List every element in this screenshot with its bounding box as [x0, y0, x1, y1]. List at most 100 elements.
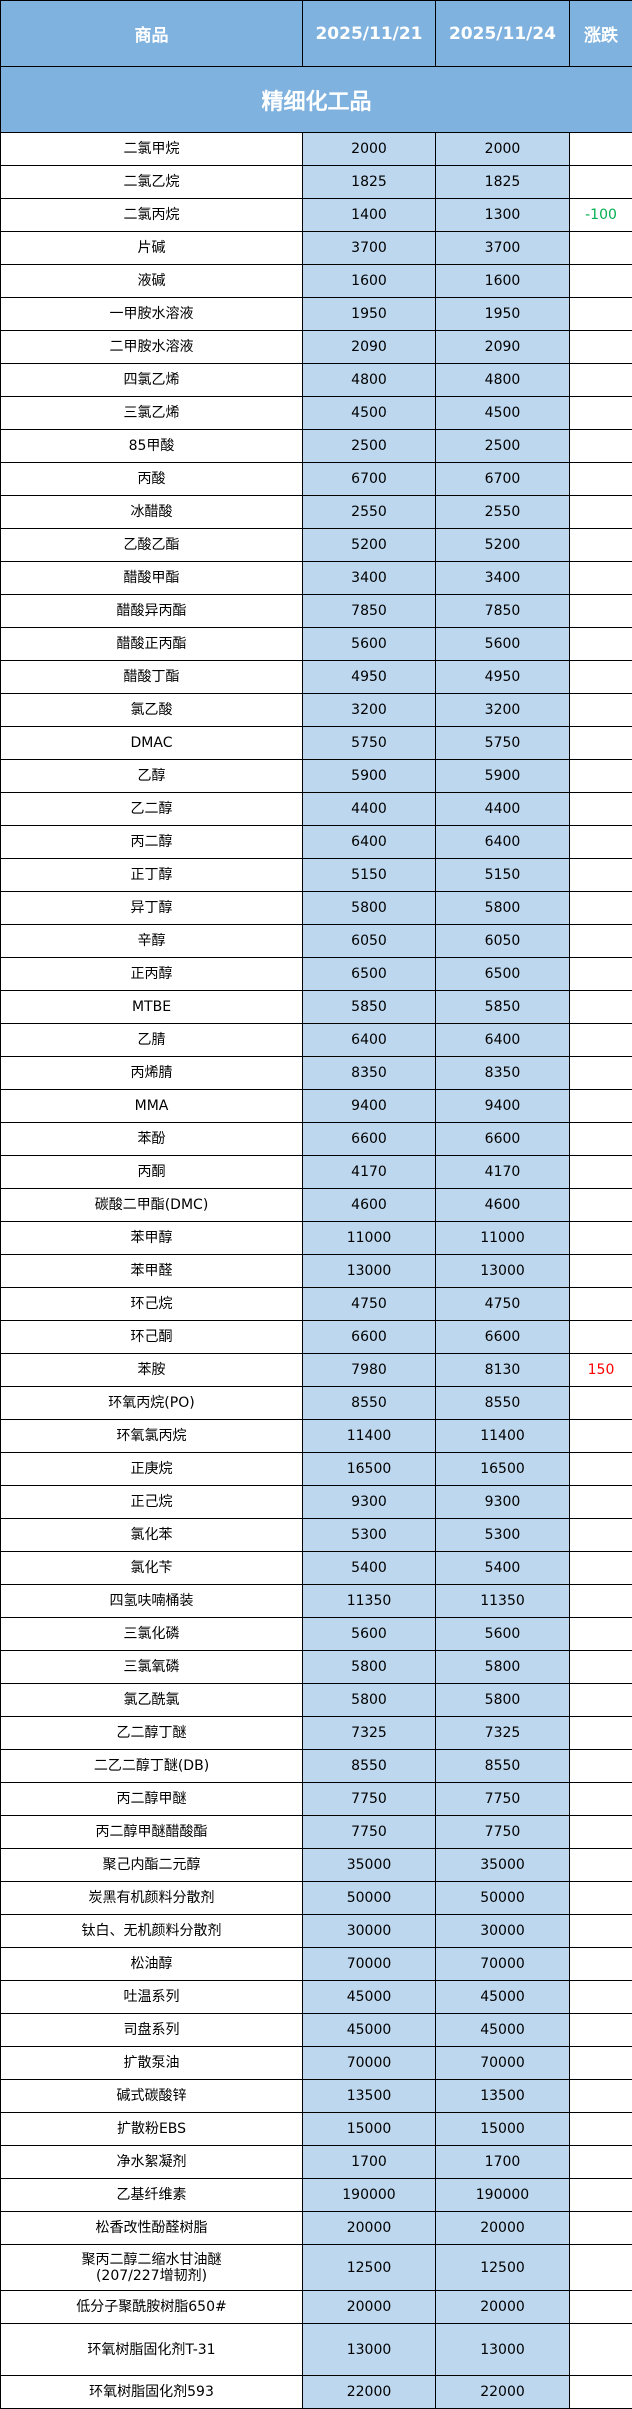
price-2025-11-21: 50000	[303, 1882, 436, 1915]
price-2025-11-21: 1950	[303, 298, 436, 331]
price-2025-11-21: 5900	[303, 760, 436, 793]
price-2025-11-21: 16500	[303, 1453, 436, 1486]
price-2025-11-21: 190000	[303, 2179, 436, 2212]
price-2025-11-24: 9300	[436, 1486, 570, 1519]
price-2025-11-24: 20000	[436, 2212, 570, 2245]
product-name: 吐温系列	[1, 1981, 303, 2014]
price-2025-11-21: 13500	[303, 2080, 436, 2113]
price-change	[570, 760, 632, 793]
product-name: 丙二醇	[1, 826, 303, 859]
product-name: 环氧树脂固化剂T-31	[1, 2324, 303, 2376]
price-2025-11-24: 22000	[436, 2376, 570, 2409]
price-change	[570, 1156, 632, 1189]
price-2025-11-24: 2000	[436, 133, 570, 166]
product-name: 松油醇	[1, 1948, 303, 1981]
product-name: MTBE	[1, 991, 303, 1024]
price-change	[570, 1684, 632, 1717]
product-name: 环己烷	[1, 1288, 303, 1321]
price-2025-11-24: 70000	[436, 2047, 570, 2080]
column-header-product: 商品	[1, 1, 303, 67]
price-2025-11-21: 5800	[303, 1651, 436, 1684]
price-change	[570, 661, 632, 694]
price-2025-11-24: 5900	[436, 760, 570, 793]
price-change	[570, 1651, 632, 1684]
price-change	[570, 1024, 632, 1057]
price-2025-11-21: 6050	[303, 925, 436, 958]
price-2025-11-21: 15000	[303, 2113, 436, 2146]
product-name: 氯化苯	[1, 1519, 303, 1552]
product-name: 司盘系列	[1, 2014, 303, 2047]
price-change	[570, 529, 632, 562]
product-name: 聚己内酯二元醇	[1, 1849, 303, 1882]
price-2025-11-24: 6600	[436, 1321, 570, 1354]
product-name: 丙二醇甲醚	[1, 1783, 303, 1816]
price-change	[570, 133, 632, 166]
product-name: 净水絮凝剂	[1, 2146, 303, 2179]
price-change	[570, 2324, 632, 2376]
price-change	[570, 1387, 632, 1420]
price-2025-11-21: 5600	[303, 628, 436, 661]
product-name: 辛醇	[1, 925, 303, 958]
price-2025-11-21: 3200	[303, 694, 436, 727]
product-name: 二氯乙烷	[1, 166, 303, 199]
price-change	[570, 1321, 632, 1354]
product-name: 正己烷	[1, 1486, 303, 1519]
price-2025-11-24: 45000	[436, 2014, 570, 2047]
product-name: 正丙醇	[1, 958, 303, 991]
price-2025-11-24: 7850	[436, 595, 570, 628]
product-name: 扩散泵油	[1, 2047, 303, 2080]
product-name: 环氧氯丙烷	[1, 1420, 303, 1453]
product-name: 醋酸异丙酯	[1, 595, 303, 628]
price-change	[570, 1585, 632, 1618]
price-2025-11-21: 8550	[303, 1387, 436, 1420]
price-change	[570, 166, 632, 199]
price-2025-11-24: 7750	[436, 1816, 570, 1849]
price-2025-11-24: 13000	[436, 2324, 570, 2376]
product-name: 苯酚	[1, 1123, 303, 1156]
price-2025-11-24: 4500	[436, 397, 570, 430]
price-change	[570, 826, 632, 859]
price-change	[570, 430, 632, 463]
product-name: 氯乙酰氯	[1, 1684, 303, 1717]
price-change	[570, 1453, 632, 1486]
price-change	[570, 727, 632, 760]
product-name: DMAC	[1, 727, 303, 760]
price-2025-11-24: 4170	[436, 1156, 570, 1189]
product-name: 聚丙二醇二缩水甘油醚 (207/227增韧剂)	[1, 2245, 303, 2291]
price-2025-11-21: 2500	[303, 430, 436, 463]
price-2025-11-24: 1300	[436, 199, 570, 232]
price-change	[570, 595, 632, 628]
product-name: 乙二醇	[1, 793, 303, 826]
price-2025-11-24: 4750	[436, 1288, 570, 1321]
product-name: 一甲胺水溶液	[1, 298, 303, 331]
price-2025-11-24: 12500	[436, 2245, 570, 2291]
price-change	[570, 1618, 632, 1651]
price-2025-11-24: 11000	[436, 1222, 570, 1255]
price-2025-11-24: 190000	[436, 2179, 570, 2212]
product-name: 四氯乙烯	[1, 364, 303, 397]
price-change	[570, 364, 632, 397]
price-2025-11-21: 5300	[303, 1519, 436, 1552]
price-2025-11-24: 8550	[436, 1387, 570, 1420]
price-2025-11-24: 5750	[436, 727, 570, 760]
price-change	[570, 694, 632, 727]
price-2025-11-24: 5850	[436, 991, 570, 1024]
price-2025-11-24: 8550	[436, 1750, 570, 1783]
price-2025-11-21: 5800	[303, 892, 436, 925]
product-name: 钛白、无机颜料分散剂	[1, 1915, 303, 1948]
